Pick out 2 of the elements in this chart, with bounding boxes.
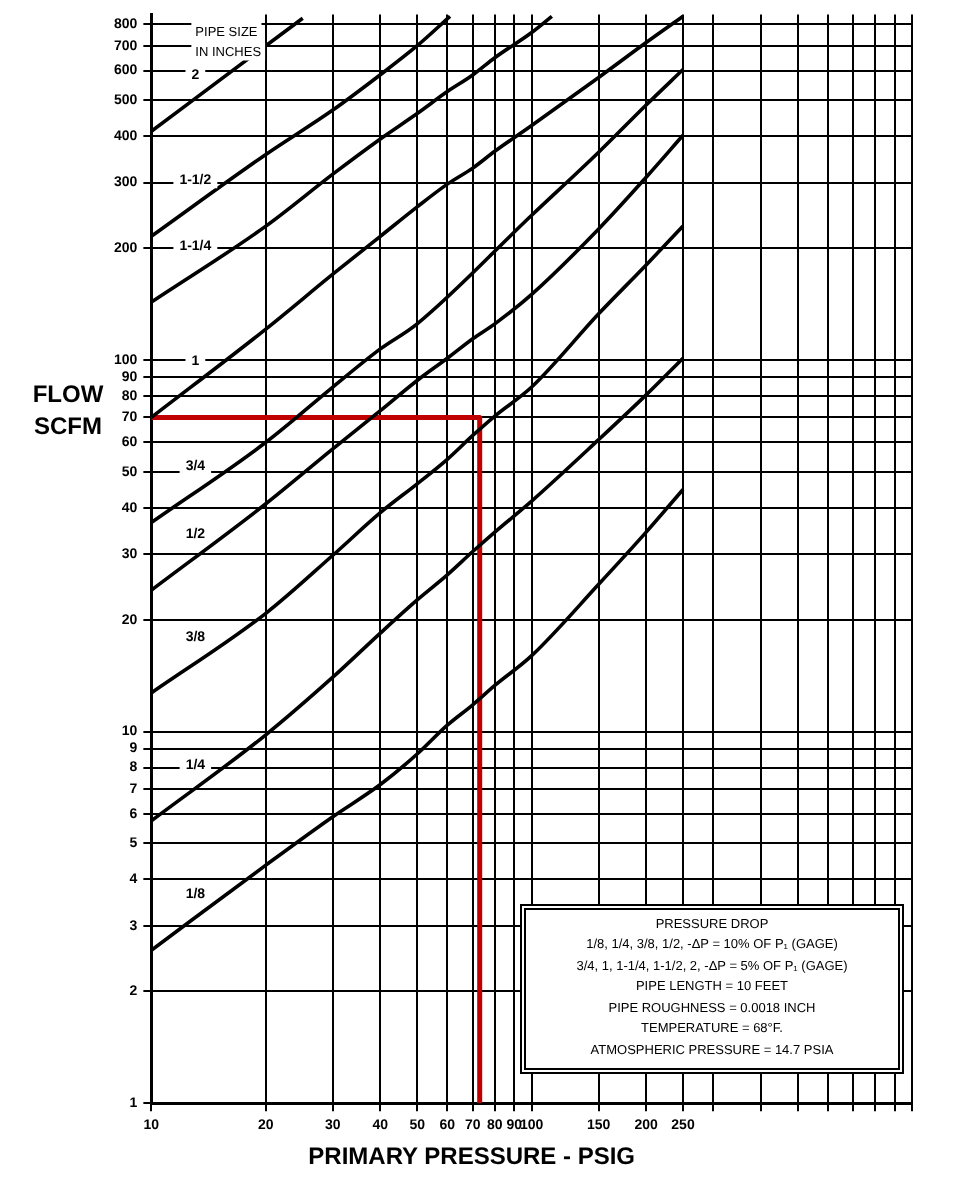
x-axis-title: PRIMARY PRESSURE - PSIG	[308, 1141, 636, 1170]
y-axis-title: FLOW SCFM	[32, 380, 105, 441]
